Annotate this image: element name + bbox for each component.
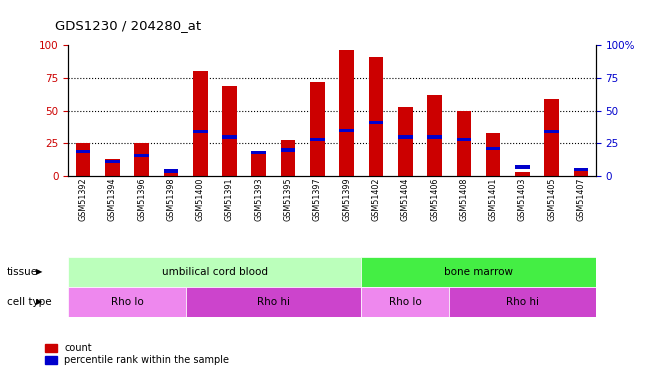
Bar	[186, 287, 361, 317]
Bar	[574, 168, 589, 171]
Legend: count, percentile rank within the sample: count, percentile rank within the sample	[44, 342, 230, 366]
Text: cell type: cell type	[7, 297, 51, 307]
Bar	[105, 160, 120, 164]
Bar	[544, 130, 559, 133]
Bar	[251, 151, 266, 154]
Bar	[134, 154, 149, 157]
Bar	[515, 172, 530, 176]
Bar	[449, 287, 596, 317]
Bar	[222, 135, 237, 138]
Bar	[456, 111, 471, 176]
Bar	[193, 130, 208, 133]
Bar	[361, 287, 449, 317]
Bar	[427, 135, 442, 138]
Bar	[486, 133, 501, 176]
Bar	[427, 95, 442, 176]
Bar	[456, 138, 471, 141]
Bar	[76, 150, 90, 153]
Bar	[361, 257, 596, 287]
Bar	[163, 172, 178, 176]
Bar	[134, 144, 149, 176]
Text: tissue: tissue	[7, 267, 38, 277]
Text: bone marrow: bone marrow	[444, 267, 513, 277]
Bar	[281, 140, 296, 176]
Text: Rho hi: Rho hi	[257, 297, 290, 307]
Bar	[76, 144, 90, 176]
Bar	[544, 99, 559, 176]
Text: ▶: ▶	[36, 297, 42, 306]
Bar	[368, 57, 383, 176]
Text: Rho hi: Rho hi	[506, 297, 539, 307]
Bar	[339, 50, 354, 176]
Bar	[515, 165, 530, 169]
Text: GDS1230 / 204280_at: GDS1230 / 204280_at	[55, 19, 201, 32]
Bar	[222, 86, 237, 176]
Bar	[105, 159, 120, 176]
Bar	[339, 129, 354, 132]
Bar	[398, 106, 413, 176]
Bar	[368, 121, 383, 124]
Bar	[281, 148, 296, 152]
Bar	[398, 135, 413, 138]
Text: Rho lo: Rho lo	[389, 297, 422, 307]
Text: Rho lo: Rho lo	[111, 297, 143, 307]
Bar	[68, 257, 361, 287]
Bar	[310, 138, 325, 141]
Bar	[251, 151, 266, 176]
Text: ▶: ▶	[36, 267, 42, 276]
Text: umbilical cord blood: umbilical cord blood	[162, 267, 268, 277]
Bar	[193, 71, 208, 176]
Bar	[574, 171, 589, 176]
Bar	[486, 147, 501, 150]
Bar	[163, 170, 178, 172]
Bar	[68, 287, 186, 317]
Bar	[310, 82, 325, 176]
